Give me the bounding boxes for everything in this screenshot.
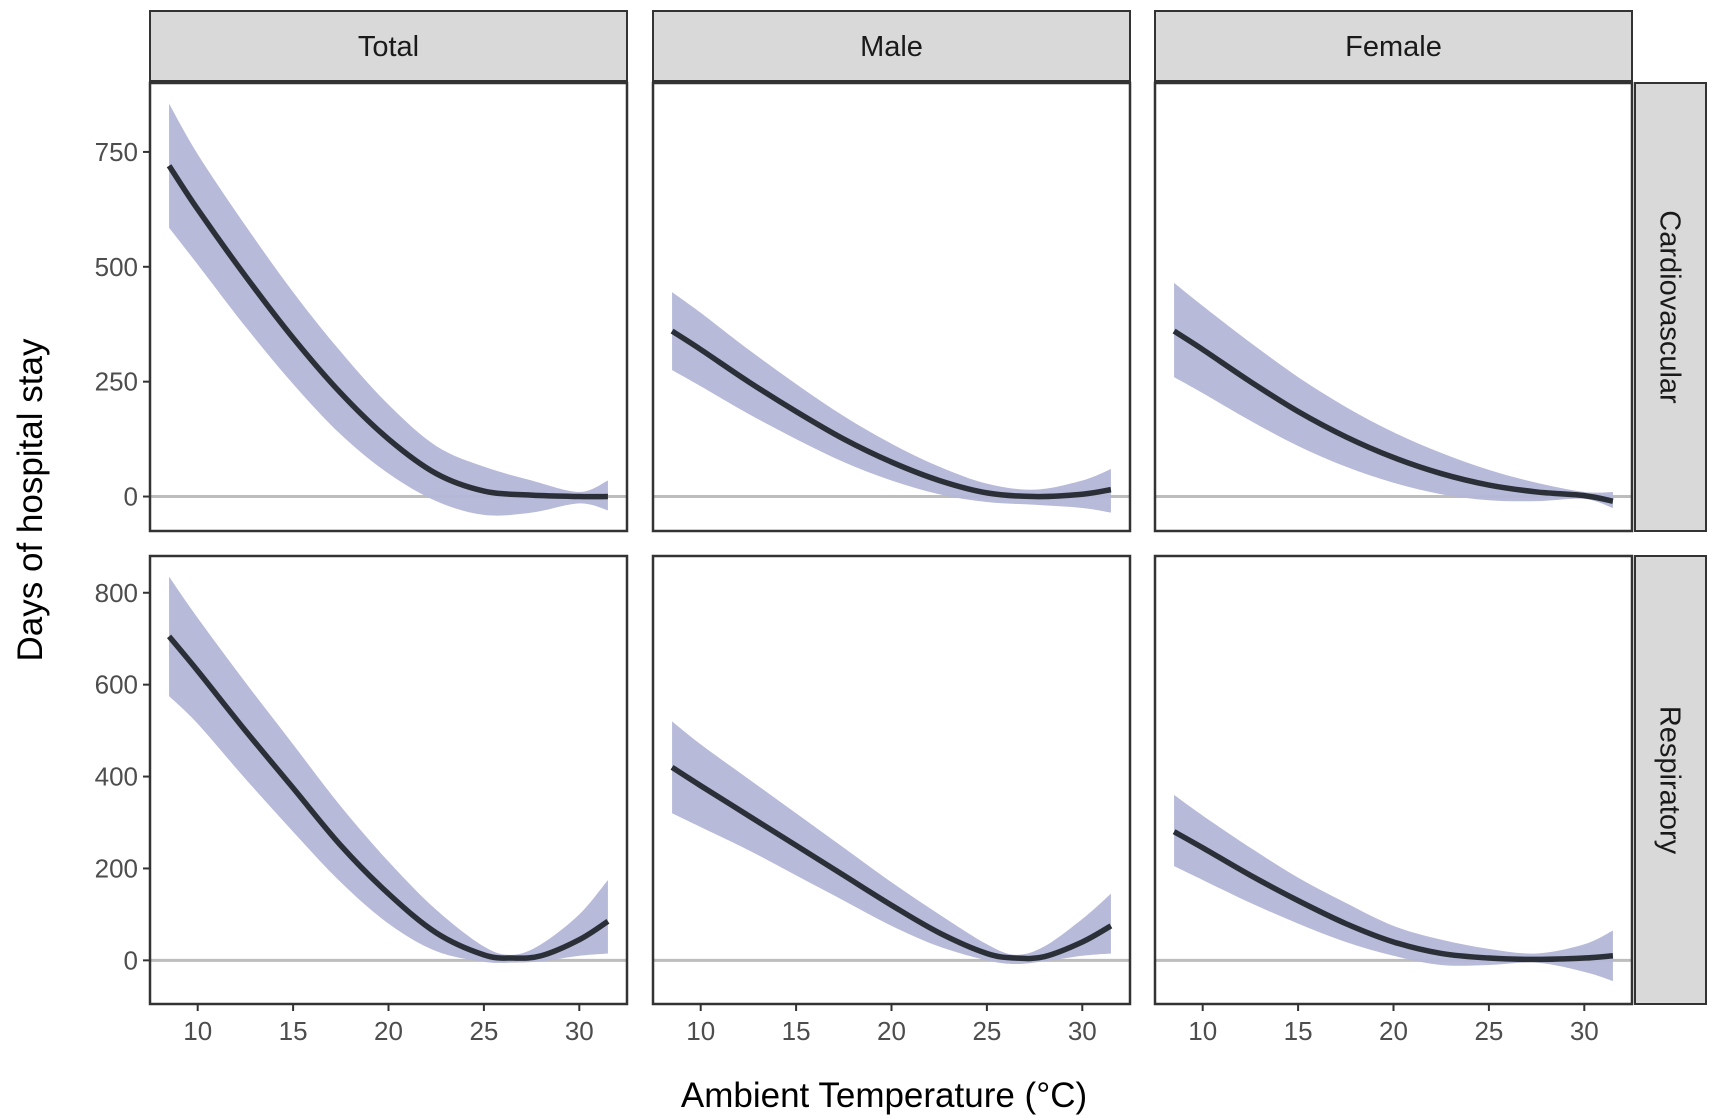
x-tick-label-male-20: 20 [877, 1016, 906, 1046]
panel-respiratory-total [148, 554, 629, 1006]
y-tick-label-row1-200: 200 [95, 853, 138, 883]
panel-cardiovascular-total [148, 81, 629, 533]
panel-cardiovascular-female-border [1153, 81, 1634, 533]
panel-respiratory-total-ci-ribbon [169, 576, 608, 963]
panel-cardiovascular-male-ci-ribbon [672, 292, 1111, 513]
y-tick-label-row1-0: 0 [124, 945, 138, 975]
panel-cardiovascular-male-fit-line [670, 328, 1112, 500]
strip-total-box [149, 10, 628, 82]
x-tick-label-female-30: 30 [1570, 1016, 1599, 1046]
x-tick-label-female-10: 10 [1188, 1016, 1217, 1046]
x-tick-label-female-20: 20 [1379, 1016, 1408, 1046]
panel-cardiovascular-male [651, 81, 1132, 533]
x-tick-label-female-25: 25 [1474, 1016, 1503, 1046]
x-axis-title: Ambient Temperature (°C) [681, 1076, 1087, 1115]
panel-cardiovascular-male-border [651, 81, 1132, 533]
column-strips: Total Male Female [149, 10, 1633, 82]
x-tick-label-male-15: 15 [782, 1016, 811, 1046]
panel-respiratory-female [1153, 554, 1634, 1006]
strip-cardiovascular-box [1634, 82, 1707, 532]
x-axes: 10 15 20 25 30 10 15 20 25 30 10 15 20 25 30 [183, 1004, 1599, 1046]
panel-cardiovascular-female-ci-ribbon [1174, 282, 1613, 509]
x-tick-label-female-15: 15 [1284, 1016, 1313, 1046]
y-tick-label-row1-800: 800 [95, 578, 138, 608]
strip-label-female: Female [1345, 31, 1442, 63]
y-tick-label-row1-400: 400 [95, 762, 138, 792]
strip-label-total: Total [358, 31, 419, 63]
strip-respiratory-box [1634, 555, 1707, 1005]
panel-cardiovascular-total-fit-line [166, 164, 608, 500]
panel-respiratory-male-fit-line [670, 765, 1113, 962]
y-axes: 0 250 500 750 0 200 400 600 800 [95, 137, 150, 975]
panel-respiratory-male [651, 554, 1132, 1006]
panel-respiratory-total-fit-line [166, 634, 610, 961]
strip-female-box [1154, 10, 1633, 82]
panel-cardiovascular-total-ci-ribbon [169, 103, 608, 516]
row-strips: Cardiovascular Respiratory [1634, 82, 1707, 1005]
y-tick-label-row0-500: 500 [95, 252, 138, 282]
y-tick-label-row0-250: 250 [95, 367, 138, 397]
x-tick-label-total-15: 15 [279, 1016, 308, 1046]
y-tick-label-row1-600: 600 [95, 670, 138, 700]
panels [148, 81, 1634, 1006]
panel-cardiovascular-female-fit-line [1172, 328, 1614, 504]
strip-label-respiratory: Respiratory [1654, 706, 1686, 855]
strip-label-cardiovascular: Cardiovascular [1654, 210, 1686, 404]
y-axis-title: Days of hospital stay [11, 338, 50, 661]
x-tick-label-total-30: 30 [565, 1016, 594, 1046]
panel-cardiovascular-total-border [148, 81, 629, 533]
y-tick-label-row0-0: 0 [124, 482, 138, 512]
panel-respiratory-total-background [150, 556, 627, 1004]
panel-respiratory-male-ci-ribbon [672, 721, 1111, 965]
strip-male-box [652, 10, 1131, 82]
x-tick-label-male-30: 30 [1068, 1016, 1097, 1046]
x-tick-label-total-25: 25 [469, 1016, 498, 1046]
strip-label-male: Male [860, 31, 923, 63]
x-tick-label-male-25: 25 [972, 1016, 1001, 1046]
x-tick-label-male-10: 10 [686, 1016, 715, 1046]
x-tick-label-total-20: 20 [374, 1016, 403, 1046]
y-tick-label-row0-750: 750 [95, 137, 138, 167]
panel-cardiovascular-female [1153, 81, 1634, 533]
x-tick-label-total-10: 10 [183, 1016, 212, 1046]
panel-respiratory-female-fit-line [1172, 829, 1614, 963]
